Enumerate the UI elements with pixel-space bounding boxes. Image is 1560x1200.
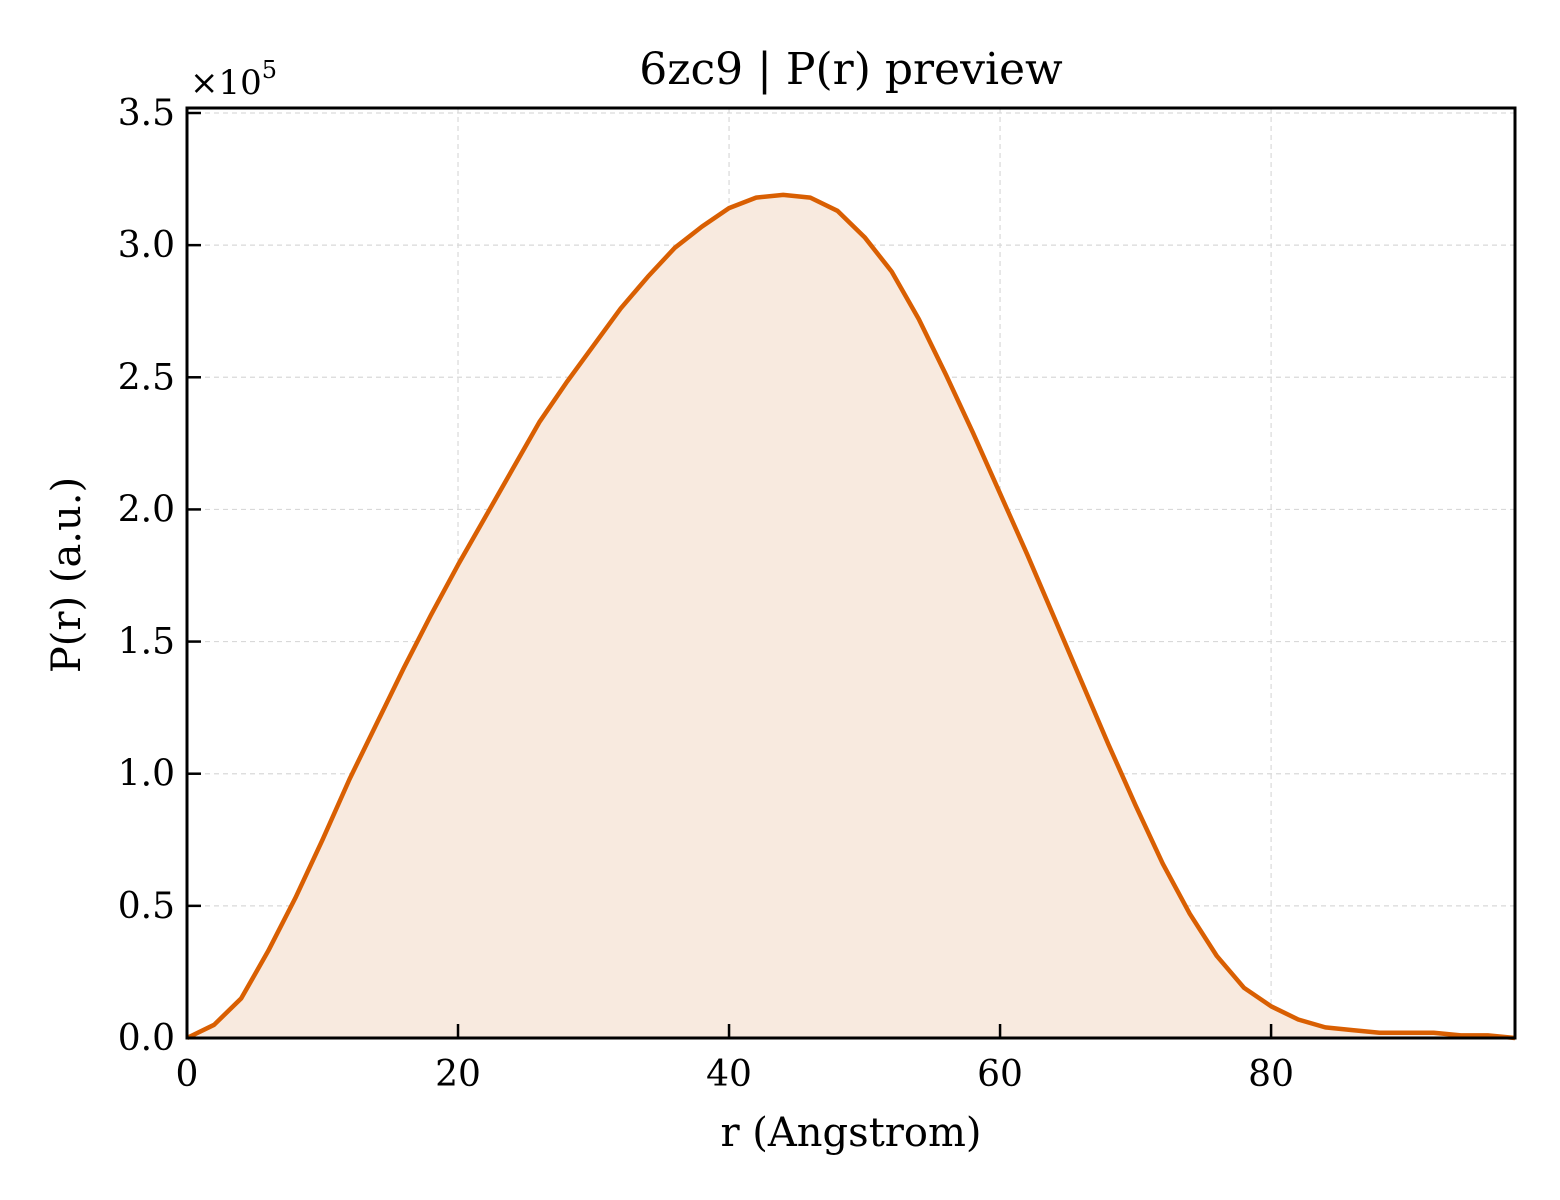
plot-frame [185,106,1517,1040]
y-tick-label: 0.0 [118,1018,175,1059]
y-axis-multiplier: ×105 [190,56,277,103]
y-tick-label: 0.5 [118,886,175,927]
chart-title: 6zc9 | P(r) preview [639,44,1063,95]
x-tick-label: 40 [706,1054,752,1095]
area-fill [187,194,1515,1038]
x-tick-label: 0 [176,1054,199,1095]
y-axis-label: P(r) (a.u.) [44,477,90,673]
x-tick-label: 80 [1248,1054,1294,1095]
y-tick-label: 2.0 [118,489,175,530]
y-tick-label: 2.5 [118,357,175,398]
y-tick-label: 1.5 [118,622,175,663]
y-axis-multiplier-power: 5 [262,56,277,84]
x-tick-label: 60 [977,1054,1023,1095]
x-axis-label: r (Angstrom) [720,1110,981,1156]
y-axis-multiplier-base: ×10 [190,63,262,103]
series-line [186,192,1516,1041]
x-tick-label: 20 [435,1054,481,1095]
y-tick-label: 1.0 [118,754,175,795]
y-tick-label: 3.0 [118,225,175,266]
y-tick-label: 3.5 [118,93,175,134]
axis-ticks: 0 20 40 60 80 0.0 0.5 1.0 1.5 2.0 2.5 3.0 3.5 [118,93,1294,1095]
